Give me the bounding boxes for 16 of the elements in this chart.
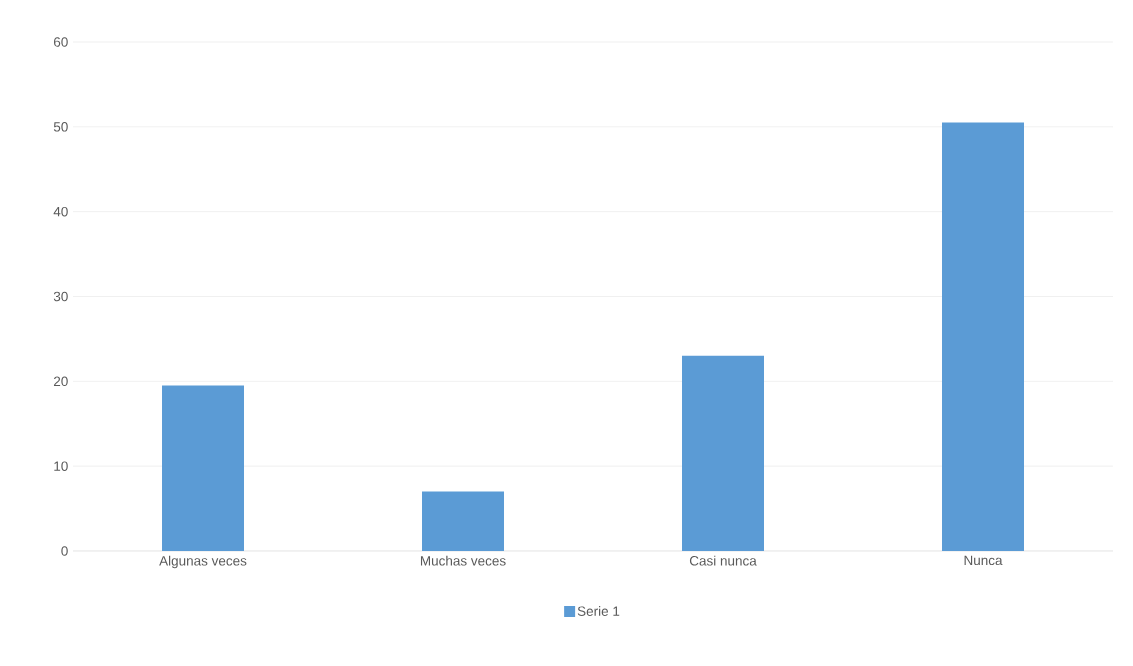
y-tick-label: 10 [54,461,68,471]
y-tick-label: 30 [53,291,68,302]
y-tick-label: 0 [61,546,68,556]
x-tick-label: Casi nunca [689,555,757,566]
bar [682,355,764,551]
legend-label: Serie 1 [577,606,620,616]
y-tick-label: 20 [53,376,68,387]
bar [942,122,1024,551]
bar [162,385,245,551]
y-tick-label: 40 [53,206,68,217]
x-tick-label: Algunas veces [159,555,247,569]
bar [422,491,505,551]
y-tick-label: 50 [53,122,68,132]
x-tick-label: Muchas veces [420,555,506,566]
x-tick-label: Nunca [964,555,1003,566]
y-tick-label: 60 [53,37,68,47]
